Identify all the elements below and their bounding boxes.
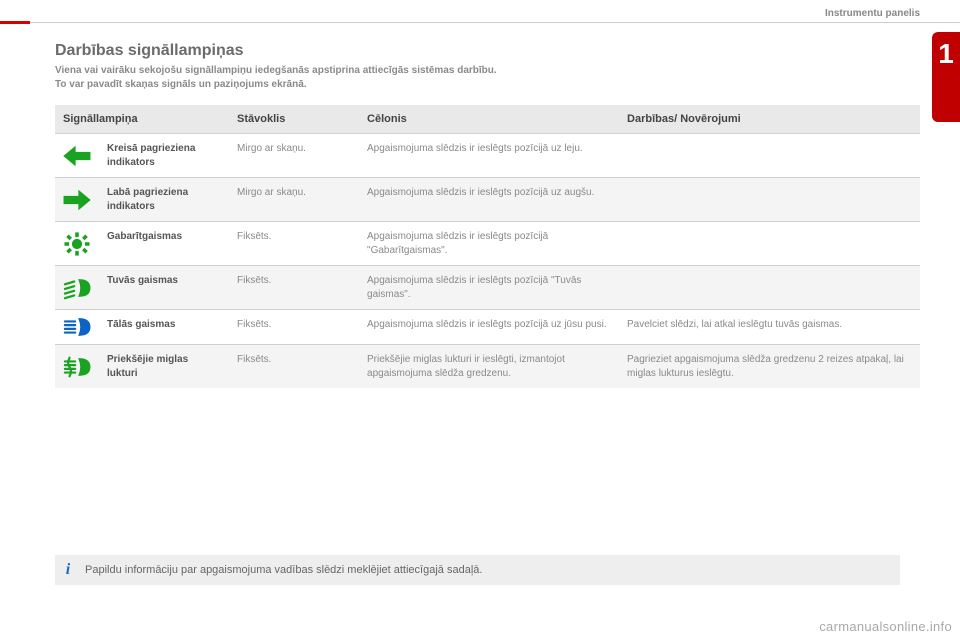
lamp-action: Pavelciet slēdzi, lai atkal ieslēgtu tuv…: [619, 310, 920, 345]
col-state: Stāvoklis: [229, 105, 359, 134]
table-row: Priekšējie miglas lukturiFiksēts.Priekšē…: [55, 345, 920, 389]
page-subtitle: Viena vai vairāku sekojošu signāllampiņu…: [55, 64, 920, 91]
table-row: Labā pagrieziena indikatorsMirgo ar skaņ…: [55, 178, 920, 222]
low-beam-icon: [55, 266, 99, 310]
lamp-cause: Apgaismojuma slēdzis ir ieslēgts pozīcij…: [359, 266, 619, 310]
arrow-right-icon: [55, 178, 99, 222]
info-icon: i: [55, 555, 81, 585]
col-lamp: Signāllampiņa: [55, 105, 229, 134]
lamp-cause: Apgaismojuma slēdzis ir ieslēgts pozīcij…: [359, 222, 619, 266]
sidelights-icon: [55, 222, 99, 266]
signals-table: Signāllampiņa Stāvoklis Cēlonis Darbības…: [55, 105, 920, 388]
lamp-cause: Apgaismojuma slēdzis ir ieslēgts pozīcij…: [359, 134, 619, 178]
lamp-action: [619, 266, 920, 310]
arrow-left-icon: [55, 134, 99, 178]
chapter-tab: 1: [932, 32, 960, 122]
lamp-cause: Apgaismojuma slēdzis ir ieslēgts pozīcij…: [359, 178, 619, 222]
table-row: Kreisā pagrieziena indikatorsMirgo ar sk…: [55, 134, 920, 178]
watermark: carmanualsonline.info: [819, 619, 952, 634]
lamp-name: Tālās gaismas: [99, 310, 229, 345]
subtitle-line-1: Viena vai vairāku sekojošu signāllampiņu…: [55, 65, 497, 76]
lamp-state: Fiksēts.: [229, 222, 359, 266]
lamp-cause: Priekšējie miglas lukturi ir ieslēgti, i…: [359, 345, 619, 389]
lamp-name: Tuvās gaismas: [99, 266, 229, 310]
lamp-action: [619, 222, 920, 266]
high-beam-icon: [55, 310, 99, 345]
lamp-state: Mirgo ar skaņu.: [229, 178, 359, 222]
front-fog-icon: [55, 345, 99, 389]
top-accent: [0, 21, 30, 24]
subtitle-line-2: To var pavadīt skaņas signāls un paziņoj…: [55, 79, 307, 90]
lamp-name: Kreisā pagrieziena indikators: [99, 134, 229, 178]
lamp-state: Fiksēts.: [229, 345, 359, 389]
page-title: Darbības signāllampiņas: [55, 42, 920, 60]
lamp-state: Fiksēts.: [229, 310, 359, 345]
lamp-state: Mirgo ar skaņu.: [229, 134, 359, 178]
lamp-name: Priekšējie miglas lukturi: [99, 345, 229, 389]
lamp-cause: Apgaismojuma slēdzis ir ieslēgts pozīcij…: [359, 310, 619, 345]
table-row: Tālās gaismasFiksēts.Apgaismojuma slēdzi…: [55, 310, 920, 345]
page-content: Darbības signāllampiņas Viena vai vairāk…: [55, 42, 920, 388]
lamp-action: [619, 134, 920, 178]
info-box: i Papildu informāciju par apgaismojuma v…: [55, 555, 900, 585]
lamp-state: Fiksēts.: [229, 266, 359, 310]
table-row: GabarītgaismasFiksēts.Apgaismojuma slēdz…: [55, 222, 920, 266]
lamp-name: Gabarītgaismas: [99, 222, 229, 266]
col-action: Darbības/ Novērojumi: [619, 105, 920, 134]
lamp-action: Pagrieziet apgaismojuma slēdža gredzenu …: [619, 345, 920, 389]
table-row: Tuvās gaismasFiksēts.Apgaismojuma slēdzi…: [55, 266, 920, 310]
table-header-row: Signāllampiņa Stāvoklis Cēlonis Darbības…: [55, 105, 920, 134]
breadcrumb: Instrumentu panelis: [825, 8, 920, 19]
lamp-action: [619, 178, 920, 222]
info-text: Papildu informāciju par apgaismojuma vad…: [81, 564, 482, 576]
lamp-name: Labā pagrieziena indikators: [99, 178, 229, 222]
col-cause: Cēlonis: [359, 105, 619, 134]
top-divider: [0, 22, 960, 23]
